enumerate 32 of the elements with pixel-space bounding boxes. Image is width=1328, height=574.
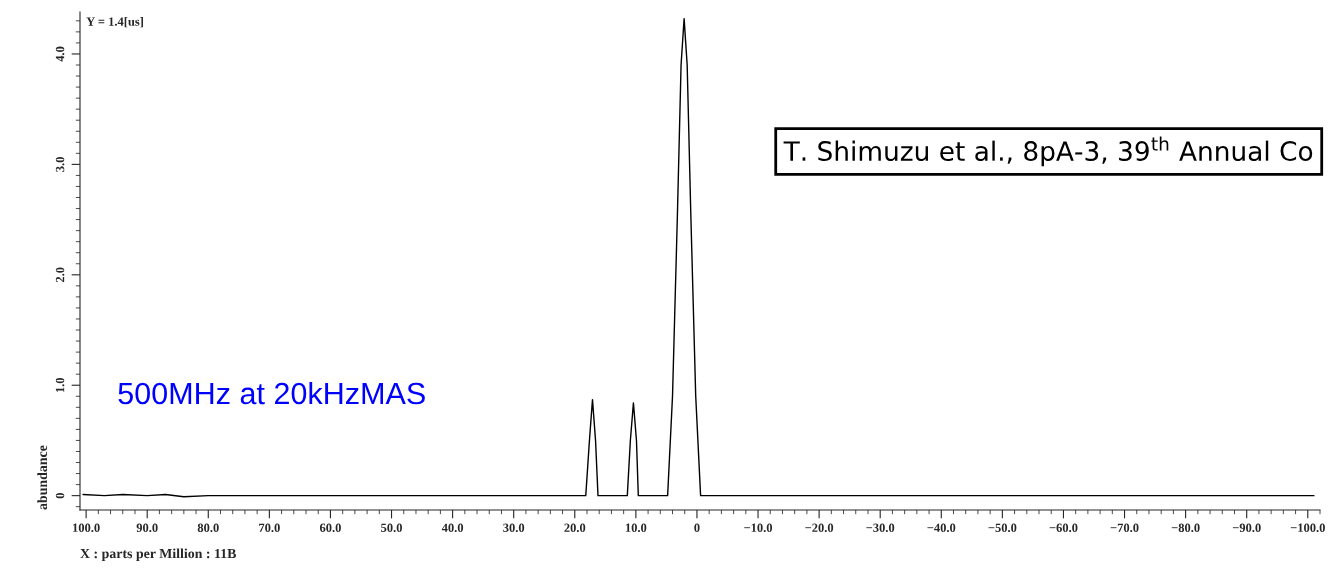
x-tick-label: −20.0 xyxy=(805,523,834,533)
x-tick-label: 30.0 xyxy=(503,523,525,533)
x-tick-label: −50.0 xyxy=(988,523,1017,533)
x-tick-label: −70.0 xyxy=(1110,523,1139,533)
y-tick-label: 4.0 xyxy=(55,46,65,62)
x-tick-label: −80.0 xyxy=(1171,523,1200,533)
x-tick-label: −30.0 xyxy=(866,523,895,533)
y-tick-label: 3.0 xyxy=(55,157,65,172)
y-axis-title: abundance xyxy=(37,445,48,510)
x-tick-label: 20.0 xyxy=(564,523,586,533)
x-axis-title: X : parts per Million : 11B xyxy=(80,548,236,562)
x-tick-label: 90.0 xyxy=(136,523,158,533)
x-tick-label: 0 xyxy=(694,523,700,532)
y-tick-label: 0 xyxy=(55,493,65,499)
annotation: 500MHz at 20kHzMAS xyxy=(118,381,425,405)
x-tick-label: 10.0 xyxy=(625,523,647,533)
annotation: T. Shimuzu et al., 8pA-3, 39$^{th}$ Annual Co xyxy=(783,136,1313,167)
x-tick-label: 80.0 xyxy=(197,523,219,533)
x-tick-label: 100.0 xyxy=(73,523,100,533)
x-tick-label: −90.0 xyxy=(1232,523,1261,533)
x-tick-label: −10.0 xyxy=(744,523,773,533)
y-tick-label: 2.0 xyxy=(55,267,65,283)
x-tick-label: 40.0 xyxy=(441,523,464,533)
x-tick-label: −40.0 xyxy=(927,523,956,533)
x-tick-label: −100.0 xyxy=(1290,523,1325,533)
x-tick-label: 60.0 xyxy=(319,523,341,533)
x-tick-label: 50.0 xyxy=(381,523,402,533)
y-tick-label: 1.0 xyxy=(55,377,65,393)
x-tick-label: −60.0 xyxy=(1049,523,1078,533)
line-series xyxy=(82,17,1315,498)
x-tick-label: 70.0 xyxy=(259,523,280,533)
annotation: Y = 1.4[us] xyxy=(86,16,143,28)
